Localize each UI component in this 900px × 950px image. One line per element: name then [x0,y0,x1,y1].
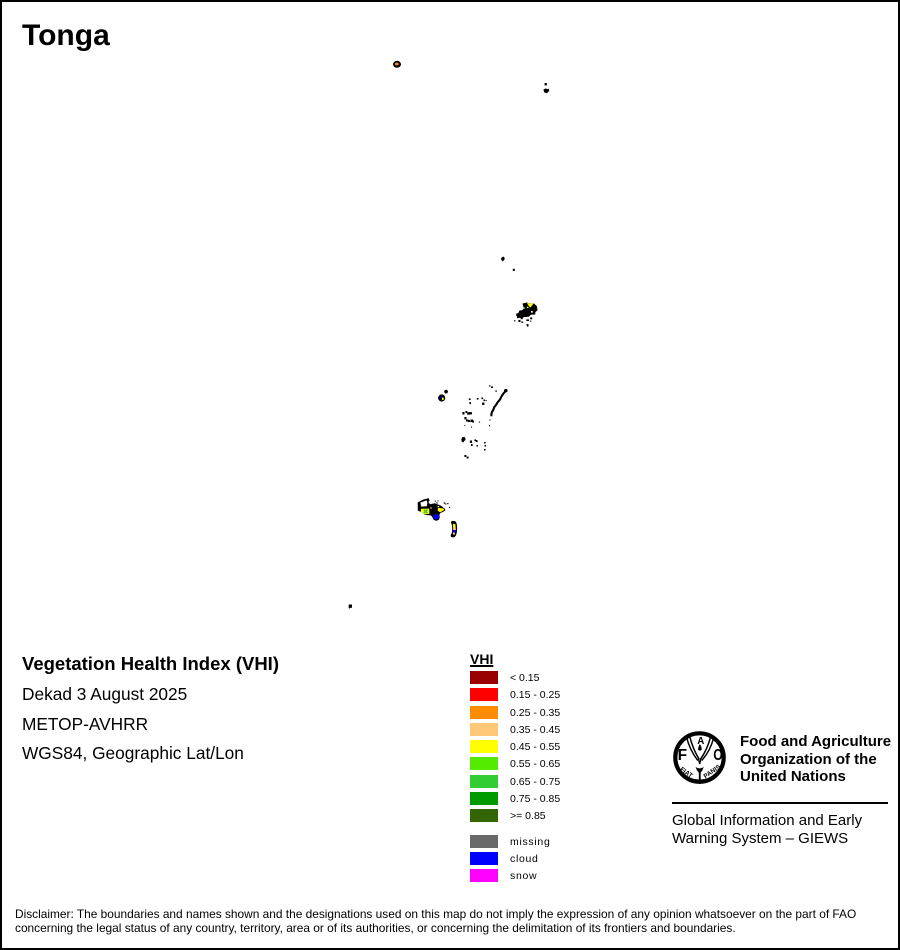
svg-text:O: O [713,747,723,764]
svg-text:A: A [697,736,704,747]
svg-text:F: F [677,747,686,764]
